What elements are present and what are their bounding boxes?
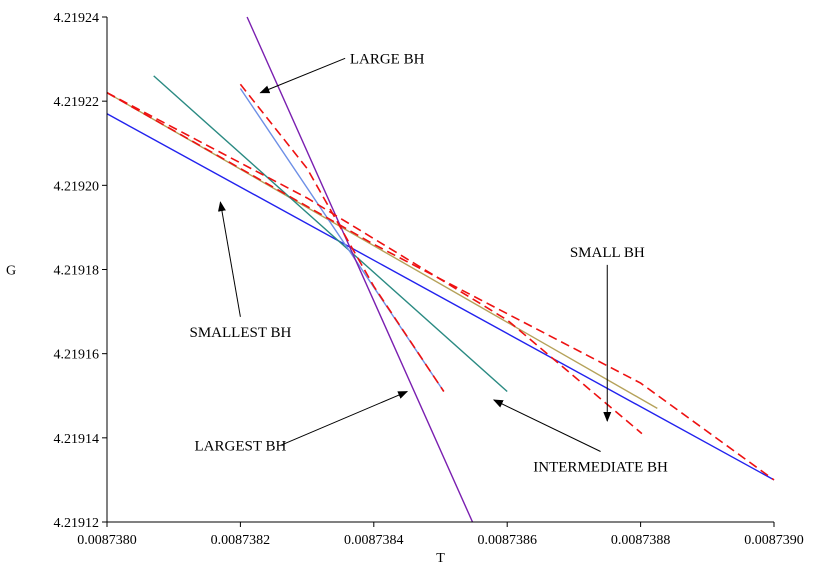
y-tick-label: 4.21914 bbox=[54, 432, 100, 447]
annotations: LARGE BH SMALL BH SMALLEST BH LARGEST BH INT… bbox=[189, 51, 668, 475]
dashed-series-line-7 bbox=[106, 92, 775, 481]
y-ticks: 4.21912 4.21914 4.21916 4.21918 4.21920 4.219… bbox=[54, 11, 107, 531]
annotation-arrow bbox=[492, 399, 601, 452]
annotation-label: LARGEST BH bbox=[194, 438, 286, 454]
x-tick-label: 0.0087388 bbox=[611, 533, 671, 548]
x-tick-label: 0.0087390 bbox=[744, 533, 804, 548]
series-line-2 bbox=[153, 75, 508, 393]
y-tick-label: 4.21916 bbox=[54, 348, 100, 363]
annotation-arrow bbox=[259, 57, 346, 94]
annotation-arrow bbox=[217, 201, 241, 317]
x-ticks: 0.0087380 0.0087382 0.0087384 0.0087386 0.00… bbox=[77, 522, 804, 548]
series-line-4 bbox=[246, 16, 474, 523]
y-tick-label: 4.21920 bbox=[54, 179, 100, 194]
y-axis-label: G bbox=[6, 264, 16, 279]
x-tick-label: 0.0087384 bbox=[344, 533, 404, 548]
x-axis-label: T bbox=[436, 551, 445, 566]
y-tick-label: 4.21918 bbox=[54, 264, 100, 279]
series-line-0 bbox=[106, 113, 775, 481]
y-tick-label: 4.21922 bbox=[54, 95, 100, 110]
x-tick-label: 0.0087382 bbox=[211, 533, 271, 548]
annotation-label: SMALLEST BH bbox=[189, 325, 291, 341]
x-tick-label: 0.0087386 bbox=[477, 533, 537, 548]
series-layer bbox=[106, 16, 775, 523]
dashed-series-line-5 bbox=[239, 83, 445, 392]
annotation-label: INTERMEDIATE BH bbox=[533, 460, 668, 476]
annotation-label: LARGE BH bbox=[350, 51, 425, 67]
annotation-arrow bbox=[280, 391, 409, 446]
annotation-label: SMALL BH bbox=[570, 245, 645, 261]
dashed-series-line-6 bbox=[106, 91, 643, 435]
x-tick-label: 0.0087380 bbox=[77, 533, 137, 548]
y-tick-label: 4.21912 bbox=[54, 516, 100, 531]
y-tick-label: 4.21924 bbox=[54, 11, 100, 26]
